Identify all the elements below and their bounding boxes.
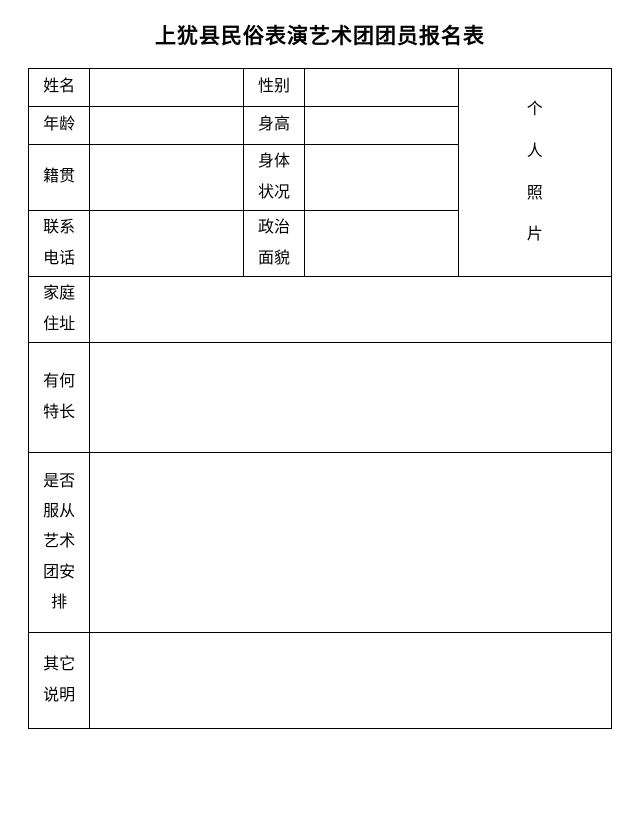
political-label: 政治面貌 (243, 211, 304, 277)
origin-value[interactable] (90, 145, 243, 211)
address-value[interactable] (90, 277, 612, 343)
health-label: 身体状况 (243, 145, 304, 211)
photo-label-char1: 个 (461, 89, 609, 131)
health-value[interactable] (305, 145, 458, 211)
age-value[interactable] (90, 107, 243, 145)
age-label: 年龄 (29, 107, 90, 145)
origin-label: 籍贯 (29, 145, 90, 211)
obey-label: 是否服从艺术团安排 (29, 453, 90, 633)
political-value[interactable] (305, 211, 458, 277)
name-value[interactable] (90, 69, 243, 107)
photo-label-char4: 片 (461, 214, 609, 256)
height-label: 身高 (243, 107, 304, 145)
phone-label: 联系电话 (29, 211, 90, 277)
photo-label-char3: 照 (461, 173, 609, 215)
photo-label-char2: 人 (461, 131, 609, 173)
gender-label: 性别 (243, 69, 304, 107)
photo-placeholder[interactable]: 个 人 照 片 (458, 69, 611, 277)
address-label: 家庭住址 (29, 277, 90, 343)
name-label: 姓名 (29, 69, 90, 107)
specialty-value[interactable] (90, 343, 612, 453)
other-value[interactable] (90, 633, 612, 729)
form-title: 上犹县民俗表演艺术团团员报名表 (28, 20, 612, 50)
phone-value[interactable] (90, 211, 243, 277)
obey-value[interactable] (90, 453, 612, 633)
other-label: 其它说明 (29, 633, 90, 729)
specialty-label: 有何特长 (29, 343, 90, 453)
height-value[interactable] (305, 107, 458, 145)
registration-table: 姓名 性别 个 人 照 片 年龄 身高 籍贯 身体状况 联系电话 政治面貌 家庭… (28, 68, 612, 729)
gender-value[interactable] (305, 69, 458, 107)
